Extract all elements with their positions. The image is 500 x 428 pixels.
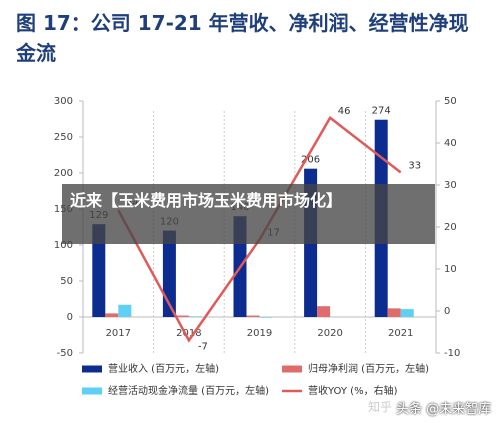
y2-tick-label: 30 [444, 180, 457, 191]
chart-title: 图 17：公司 17-21 年营收、净利润、经营性净现金流 [16, 11, 469, 65]
data-label: 46 [338, 106, 351, 117]
bar [387, 308, 401, 317]
y-tick-label: 100 [54, 240, 73, 251]
bar [162, 230, 176, 317]
bar [175, 315, 189, 317]
y2-tick-label: 0 [444, 306, 450, 317]
legend-marker [82, 387, 102, 395]
y-tick-label: 0 [67, 312, 73, 323]
data-label: 206 [301, 155, 320, 166]
data-label: 274 [372, 106, 391, 117]
y-tick-label: 50 [60, 276, 73, 287]
watermark: 头条 @未来智库 [396, 402, 492, 417]
legend-marker [282, 365, 302, 373]
watermark: 知乎 [368, 400, 393, 414]
legend-label: 营收YOY (%，右轴) [308, 384, 398, 397]
bar [188, 316, 202, 317]
legend-label: 营业收入 (百万元，左轴) [108, 362, 219, 375]
bar [400, 309, 414, 317]
overlay-banner: 近来【玉米费用市场玉米费用市场化】 [62, 184, 435, 244]
y2-tick-label: -10 [444, 348, 460, 359]
bar [118, 304, 132, 317]
legend-label: 归母净利润 (百万元，左轴) [308, 362, 429, 375]
x-tick-label: 2017 [106, 328, 131, 339]
bar [246, 315, 260, 317]
y-tick-label: 300 [54, 96, 73, 107]
y2-tick-label: 50 [444, 96, 457, 107]
y2-tick-label: 40 [444, 138, 457, 149]
y-tick-label: 200 [54, 168, 73, 179]
data-label: 33 [408, 160, 421, 171]
legend-marker [82, 365, 102, 373]
y2-tick-label: 20 [444, 222, 457, 233]
bar [105, 313, 119, 317]
x-tick-label: 2019 [247, 328, 272, 339]
x-tick-label: 2021 [388, 328, 413, 339]
y2-tick-label: 10 [444, 264, 457, 275]
legend-label: 经营活动现金净流量 (百万元，左轴) [108, 384, 269, 397]
bar [259, 317, 273, 318]
bar [317, 306, 331, 317]
x-tick-label: 2020 [317, 328, 342, 339]
y-tick-label: -50 [57, 348, 73, 359]
bar [92, 224, 106, 317]
y-tick-label: 250 [54, 132, 73, 143]
x-tick-label: 2018 [176, 328, 201, 339]
data-label: -7 [198, 341, 208, 352]
